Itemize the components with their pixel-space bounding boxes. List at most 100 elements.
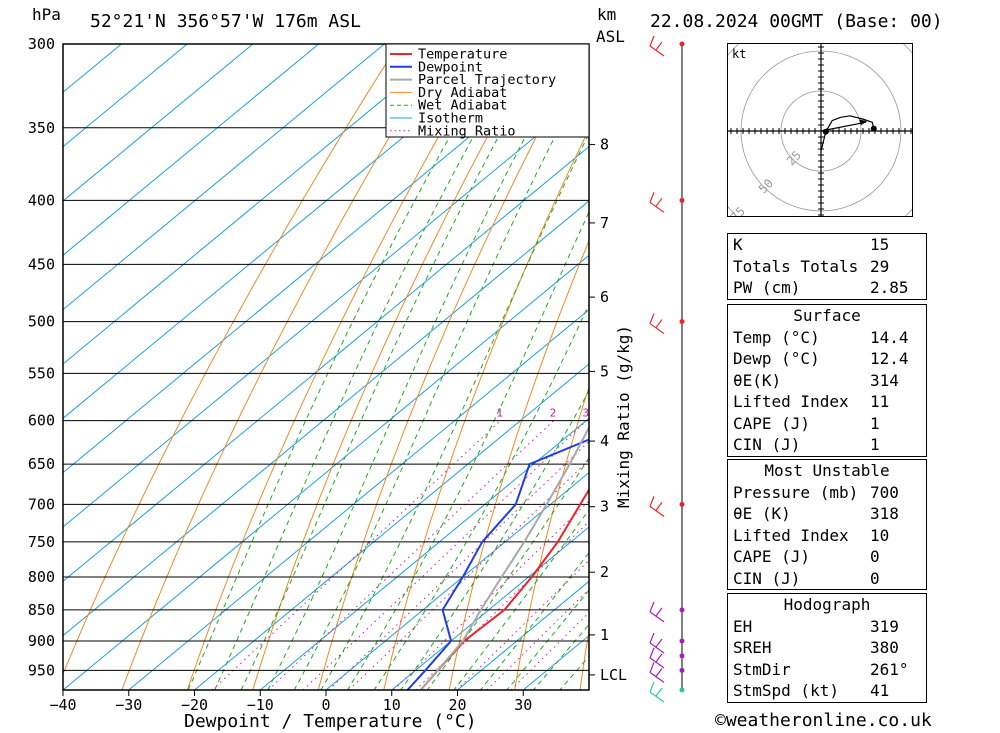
table-row: θE (K) 318 xyxy=(728,503,926,525)
wet-adiabat-line xyxy=(346,210,589,690)
wind-barb xyxy=(649,313,665,335)
index-label: Dewp (°C) xyxy=(733,349,820,368)
location-title: 52°21'N 356°57'W 176m ASL xyxy=(90,11,361,32)
wet-adiabat-line xyxy=(400,389,589,690)
isotherm-line xyxy=(391,526,589,690)
isotherm-line xyxy=(63,44,319,256)
dry-adiabat-line xyxy=(186,44,493,690)
mixing-ratio-axis-label: Mixing Ratio (g/kg) xyxy=(614,325,633,508)
isotherm-line xyxy=(63,44,582,474)
mixing-ratio-label: 4 xyxy=(607,407,614,420)
legend-entry: Parcel Trajectory xyxy=(418,72,556,88)
index-value: 0 xyxy=(870,568,880,588)
pressure-tick-label: 900 xyxy=(28,632,55,650)
table-row: StmDir 261° xyxy=(728,659,926,681)
table-row: StmSpd (kt) 41 xyxy=(728,680,926,702)
mixing-ratio-line xyxy=(393,500,589,690)
index-label: Temp (°C) xyxy=(733,327,820,347)
pressure-tick-label: 350 xyxy=(28,119,55,137)
plot-frame xyxy=(62,43,590,691)
wind-barb xyxy=(649,632,665,654)
wind-level-dot xyxy=(679,638,685,644)
hodograph-title: Hodograph xyxy=(783,595,871,614)
wind-level-dot xyxy=(679,687,685,693)
km-tick-label: 3 xyxy=(600,498,609,516)
wind-barb xyxy=(649,35,665,57)
index-label: θE (K) xyxy=(733,504,791,523)
pressure-tick-label: 450 xyxy=(28,255,55,273)
isotherm-line xyxy=(325,471,589,690)
index-label: PW (cm) xyxy=(733,278,801,297)
isotherm-line xyxy=(194,363,589,690)
pressure-tick-label: 950 xyxy=(28,661,55,679)
legend-box xyxy=(385,43,590,138)
mixing-ratio-line xyxy=(302,420,587,690)
mixing-ratio-label: 2 xyxy=(550,407,557,420)
legend-entry: Isotherm xyxy=(418,111,483,127)
wet-adiabat-line xyxy=(267,44,576,690)
index-label: SREH xyxy=(733,638,772,657)
index-label: EH xyxy=(733,616,753,636)
storm-motion-arrow xyxy=(820,121,867,132)
wind-barb xyxy=(649,647,665,669)
index-label: Pressure (mb) xyxy=(733,482,859,502)
index-label: CAPE (J) xyxy=(733,413,811,433)
index-label: StmSpd (kt) xyxy=(733,681,839,700)
x-tick-label: −30 xyxy=(115,696,142,714)
pressure-tick-label: 700 xyxy=(28,495,55,513)
km-tick-label: 8 xyxy=(600,136,609,154)
km-unit: km xyxy=(597,5,617,24)
hodograph-table: Hodograph EH 319 SREH 380 StmDir 261° StmSpd (… xyxy=(727,593,927,703)
table-row: PW (cm) 2.85 xyxy=(728,277,926,299)
indices-table: K 15 Totals Totals 29 PW (cm) 2.85 xyxy=(727,233,927,300)
table-row: EH 319 xyxy=(728,616,926,638)
table-row: Lifted Index 10 xyxy=(728,525,926,547)
copyright[interactable]: ©weatheronline.co.uk xyxy=(715,710,932,731)
wind-barb xyxy=(649,662,665,683)
table-row: Pressure (mb) 700 xyxy=(728,482,926,504)
km-tick-label: 4 xyxy=(600,432,609,450)
mixing-ratio-label: 3 xyxy=(583,407,590,420)
index-value: 12.4 xyxy=(870,349,909,368)
index-label: CIN (J) xyxy=(733,568,801,588)
wind-level-dot xyxy=(679,319,685,325)
left-axis-unit: hPa xyxy=(32,5,61,24)
hodograph-ring-label: 75 xyxy=(728,204,748,217)
wet-adiabat-line xyxy=(214,44,526,690)
wet-adiabat-line xyxy=(240,44,550,690)
x-tick-label: 20 xyxy=(448,696,466,714)
isotherm-line xyxy=(63,44,254,202)
isotherm-line xyxy=(63,44,451,365)
km-tick-label: 1 xyxy=(600,626,609,644)
index-value: 700 xyxy=(870,482,899,502)
index-value: 261° xyxy=(870,659,909,679)
pressure-tick-label: 850 xyxy=(28,601,55,619)
km-tick-label: 2 xyxy=(600,563,609,581)
x-axis-label: Dewpoint / Temperature (°C) xyxy=(184,711,477,732)
mixing-ratio-line xyxy=(267,420,554,690)
surface-table: Surface Temp (°C) 14.4 Dewp (°C) 12.4 θE(K) 3… xyxy=(727,304,927,457)
table-row: Temp (°C) 14.4 xyxy=(728,327,926,349)
pressure-tick-label: 600 xyxy=(28,412,55,430)
most-unstable-title: Most Unstable xyxy=(764,461,890,480)
datetime-title: 22.08.2024 00GMT (Base: 00) xyxy=(650,11,943,32)
isotherm-line xyxy=(259,417,589,690)
pressure-tick-label: 400 xyxy=(28,191,55,209)
index-label: CIN (J) xyxy=(733,435,801,454)
wet-adiabat-line xyxy=(453,508,589,690)
dry-adiabat-line xyxy=(448,239,589,690)
isotherm-line xyxy=(63,200,589,637)
index-value: 314 xyxy=(870,370,899,390)
legend-entry: Dry Adiabat xyxy=(418,85,507,101)
isotherm-line xyxy=(63,44,385,311)
km-tick-label: 6 xyxy=(600,288,609,306)
wind-level-dot xyxy=(679,653,685,659)
hodograph-ring-label: 50 xyxy=(756,176,776,196)
mixing-ratio-line xyxy=(328,440,589,690)
hodograph-point xyxy=(870,125,877,132)
mixing-ratio-line xyxy=(415,520,589,690)
km-tick-label: 7 xyxy=(600,214,609,232)
table-row: θE(K) 314 xyxy=(728,370,926,392)
x-tick-label: −40 xyxy=(49,696,76,714)
